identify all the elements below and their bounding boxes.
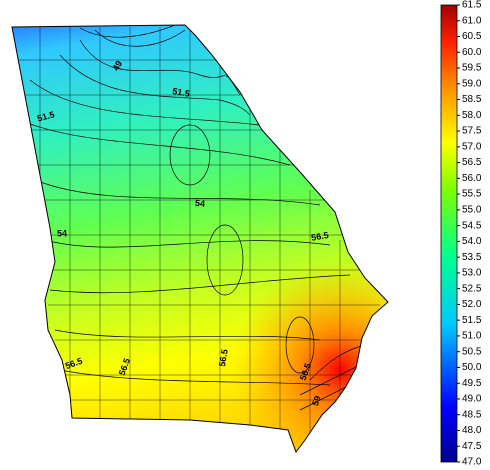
colorbar-tick-label: 50.0	[462, 362, 482, 373]
colorbar-tick-label: 57.0	[462, 141, 482, 152]
colorbar-tick-label: 60.0	[462, 47, 482, 58]
colorbar-tick-label: 54.5	[462, 220, 482, 231]
colorbar	[440, 4, 458, 463]
colorbar-tick-label: 56.5	[462, 157, 482, 168]
colorbar-tick-label: 52.5	[462, 283, 482, 294]
contour-label: 49	[111, 59, 125, 73]
colorbar-tick-label: 53.0	[462, 268, 482, 279]
colorbar-tick-label: 59.5	[462, 63, 482, 74]
colorbar-tick-label: 48.0	[462, 425, 482, 436]
contour-label: 51.5	[172, 86, 191, 99]
colorbar-tick-label: 59.0	[462, 78, 482, 89]
colorbar-tick-label: 48.5	[462, 409, 482, 420]
colorbar-tick-label: 56.0	[462, 173, 482, 184]
colorbar-tick-label: 54.0	[462, 236, 482, 247]
colorbar-tick-label: 47.5	[462, 441, 482, 452]
colorbar-tick-label: 47.0	[462, 457, 482, 468]
colorbar-tick-label: 49.5	[462, 378, 482, 389]
colorbar-tick-label: 57.5	[462, 126, 482, 137]
colorbar-tick-label: 55.0	[462, 205, 482, 216]
colorbar-tick-label: 51.5	[462, 315, 482, 326]
colorbar-tick-label: 50.5	[462, 346, 482, 357]
colorbar-tick-label: 55.5	[462, 189, 482, 200]
colorbar-tick-label: 58.5	[462, 94, 482, 105]
colorbar-tick-label: 61.0	[462, 15, 482, 26]
contour-label: 51.5	[36, 109, 56, 123]
contour-label: 56.5	[217, 348, 230, 367]
contour-label: 59	[310, 394, 323, 407]
contour-label: 54	[57, 228, 67, 238]
colorbar-tick-label: 60.5	[462, 31, 482, 42]
colorbar-ticks: 61.5 61.0 60.5 60.0 59.5 59.0 58.5 58.0 57.5 57.0…	[457, 0, 482, 468]
colorbar-tick-label: 49.0	[462, 394, 482, 405]
colorbar-tick-label: 52.0	[462, 299, 482, 310]
contour-label: 54	[195, 198, 206, 209]
colorbar-tick-label: 51.0	[462, 331, 482, 342]
contour-label: 56.5	[310, 230, 329, 243]
colorbar-tick-label: 61.5	[462, 0, 482, 11]
colorbar-tick-label: 58.0	[462, 110, 482, 121]
colorbar-tick-label: 53.5	[462, 252, 482, 263]
